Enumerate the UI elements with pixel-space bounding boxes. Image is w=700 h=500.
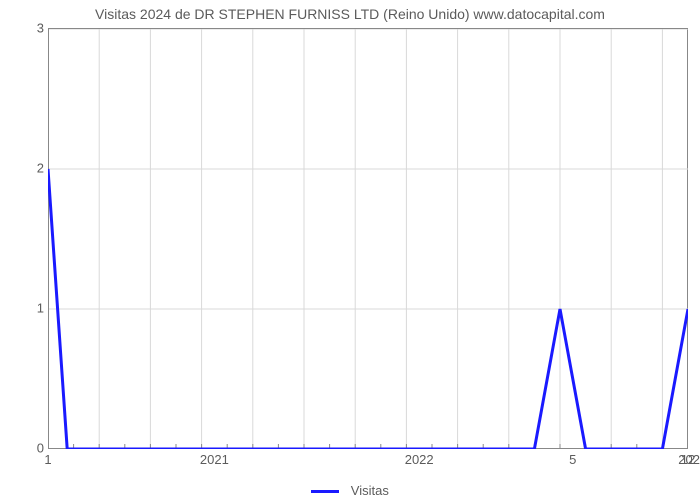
y-tick-label: 0	[4, 441, 44, 456]
chart-title: Visitas 2024 de DR STEPHEN FURNISS LTD (…	[0, 6, 700, 22]
x-tick-label: 5	[569, 452, 576, 467]
legend-label: Visitas	[351, 483, 389, 498]
chart-container: Visitas 2024 de DR STEPHEN FURNISS LTD (…	[0, 0, 700, 500]
legend-swatch	[311, 490, 339, 493]
x-tick-label: 2021	[200, 452, 229, 467]
y-tick-label: 2	[4, 161, 44, 176]
plot-area	[48, 28, 688, 448]
legend: Visitas	[0, 483, 700, 498]
plot-svg	[48, 29, 688, 449]
y-tick-label: 1	[4, 301, 44, 316]
x-tick-label-overflow: 202	[678, 452, 700, 467]
x-tick-label: 2022	[405, 452, 434, 467]
x-tick-label: 1	[44, 452, 51, 467]
y-tick-label: 3	[4, 21, 44, 36]
